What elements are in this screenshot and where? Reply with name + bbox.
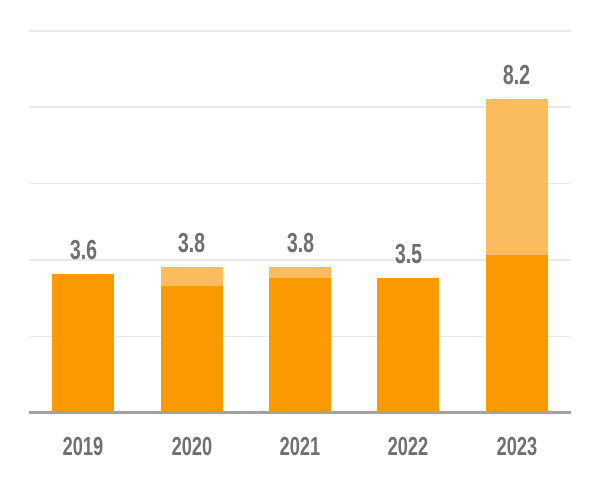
value-label: 3.8 xyxy=(132,226,252,260)
x-axis-tick-label-text: 2022 xyxy=(388,431,429,461)
gridline xyxy=(29,30,571,32)
value-label: 3.5 xyxy=(348,237,468,271)
bar-segment-primary xyxy=(160,285,223,412)
value-label-text: 3.8 xyxy=(177,226,206,258)
gridline xyxy=(29,259,571,261)
value-label: 3.6 xyxy=(23,233,143,267)
bar-segment-primary xyxy=(52,274,115,412)
bar-segment-secondary xyxy=(160,266,223,286)
value-label-text: 3.6 xyxy=(69,234,97,266)
gridline xyxy=(29,182,571,185)
bar-segment-primary xyxy=(269,278,331,412)
bar-segment-secondary xyxy=(269,266,331,279)
x-axis-tick-label-text: 2019 xyxy=(62,431,104,461)
value-label: 3.8 xyxy=(240,226,360,260)
x-axis-tick-label: 2019 xyxy=(23,431,143,461)
x-axis-tick-label: 2022 xyxy=(348,431,468,461)
x-axis-tick-label-text: 2020 xyxy=(171,431,212,461)
x-axis-tick-label: 2023 xyxy=(457,431,577,461)
bar-segment-secondary xyxy=(485,98,548,256)
value-label-text: 3.8 xyxy=(286,226,314,258)
x-axis-tick-label: 2021 xyxy=(240,431,360,461)
x-axis-tick-label-text: 2023 xyxy=(496,431,538,461)
bar-segment-primary xyxy=(485,255,548,412)
value-label-text: 3.5 xyxy=(394,238,423,270)
x-axis-tick-label: 2020 xyxy=(132,431,252,461)
value-label-text: 8.2 xyxy=(503,58,531,90)
gridline xyxy=(29,106,571,108)
bar-segment-primary xyxy=(377,278,440,412)
x-axis-tick-label-text: 2021 xyxy=(279,431,321,461)
x-axis-line xyxy=(29,411,571,414)
value-label: 8.2 xyxy=(457,58,577,92)
